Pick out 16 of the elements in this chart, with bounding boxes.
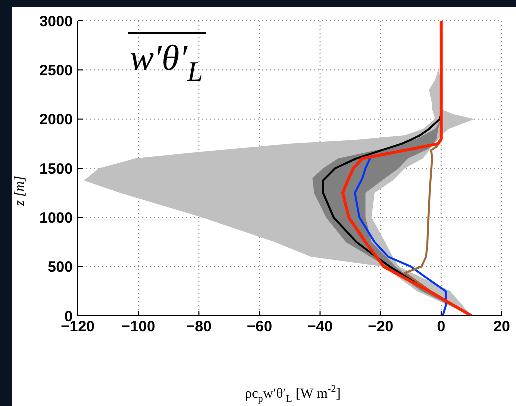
x-tick-label: −60 — [246, 318, 272, 336]
y-tick-label: 1500 — [40, 160, 73, 178]
x-tick-label: −40 — [308, 318, 334, 336]
x-tick-label: −80 — [186, 318, 212, 336]
x-axis-title: ρc$_{p}$w′θ′$_{L}$ [W m$^{-2}$] — [245, 384, 341, 405]
y-tick-label: 2500 — [40, 62, 73, 80]
y-tick-label: 2000 — [40, 112, 73, 129]
y-tick-label: 1000 — [40, 210, 73, 227]
x-tick-label: −100 — [122, 318, 156, 336]
y-tick-label: 3000 — [40, 13, 73, 30]
y-tick-label: 500 — [48, 259, 73, 276]
y-axis-title: z [m] — [13, 176, 28, 207]
x-tick-label: 20 — [494, 318, 510, 336]
text: w′θ′$_{L}$ — [130, 38, 204, 88]
x-tick-label: 0 — [437, 318, 446, 336]
x-tick-label: −20 — [368, 318, 394, 336]
